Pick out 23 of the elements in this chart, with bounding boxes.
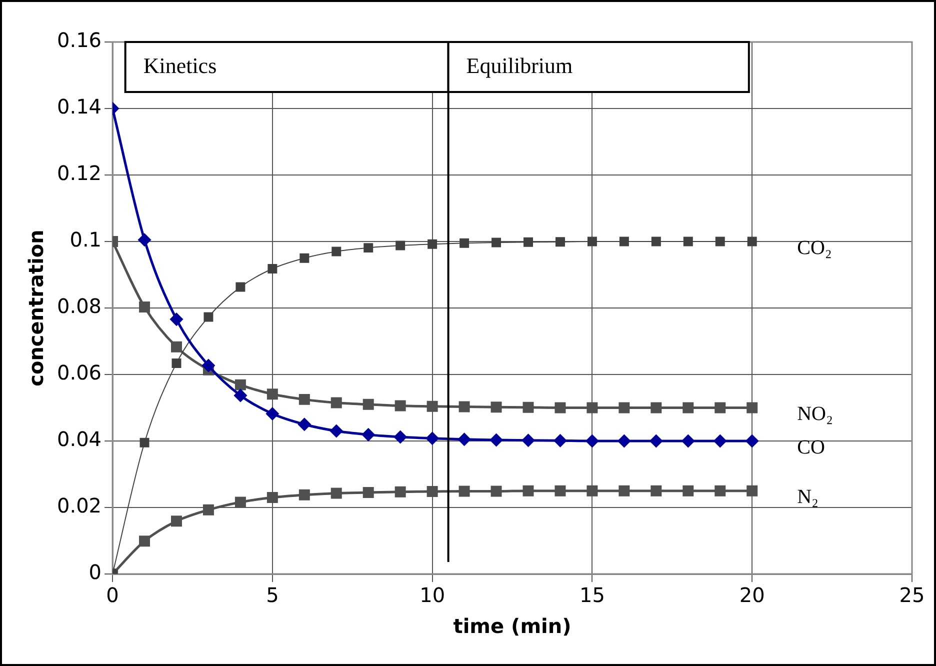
y-tick-label: 0.08 <box>57 294 102 318</box>
text: CO₂ <box>797 236 832 259</box>
y-tick-label: 0.12 <box>57 161 102 186</box>
y-tick-label: 0.04 <box>57 427 102 452</box>
text: NO₂ <box>797 403 833 425</box>
y-axis-title: concentration <box>24 230 48 386</box>
y-tick-label: 0.06 <box>57 360 102 385</box>
x-tick-label: 15 <box>579 583 605 608</box>
band-label: Equilibrium <box>466 52 573 78</box>
x-tick-label: 25 <box>899 583 925 608</box>
x-tick-label: 5 <box>266 583 279 608</box>
y-tick-label: 0.16 <box>57 28 102 52</box>
x-tick-label: 20 <box>739 583 765 608</box>
text: CO <box>797 436 825 458</box>
y-tick-label: 0.02 <box>57 494 102 518</box>
text: N₂ <box>797 486 819 508</box>
y-tick-label: 0.14 <box>57 94 102 119</box>
y-tick-label: 0 <box>88 560 102 584</box>
x-tick-label: 10 <box>420 583 446 608</box>
x-axis-title: time (min) <box>453 614 572 638</box>
x-tick-label: 0 <box>106 583 119 608</box>
y-tick-label: 0.1 <box>70 228 102 252</box>
band-label: Kinetics <box>143 52 217 78</box>
